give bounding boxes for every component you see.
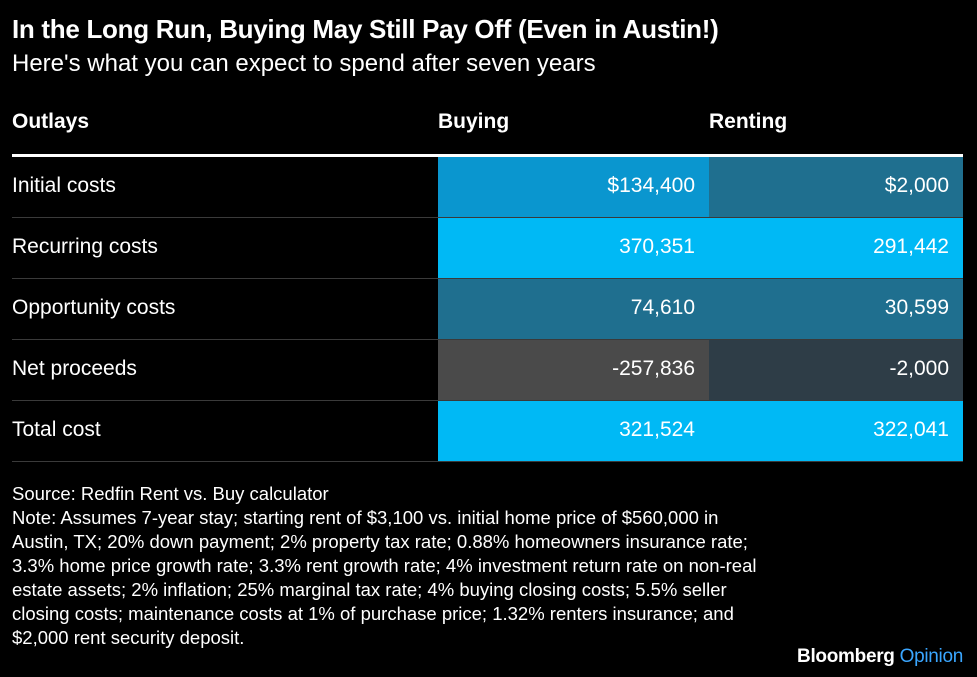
chart-footer: Source: Redfin Rent vs. Buy calculator N… (12, 482, 772, 650)
row-label: Recurring costs (12, 235, 158, 258)
row-label: Net proceeds (12, 357, 137, 380)
column-header-outlays: Outlays (12, 110, 90, 133)
renting-cell: 30,599 (709, 279, 963, 339)
buying-cell: 370,351 (438, 218, 709, 278)
row-label: Total cost (12, 418, 101, 441)
chart-title: In the Long Run, Buying May Still Pay Of… (12, 14, 719, 44)
table-row: Total cost 321,524 322,041 (12, 401, 963, 462)
table-row: Net proceeds -257,836 -2,000 (12, 340, 963, 401)
table-row: Initial costs $134,400 $2,000 (12, 157, 963, 218)
source-note: Source: Redfin Rent vs. Buy calculator (12, 483, 329, 504)
table-header: Outlays Buying Renting (12, 110, 963, 140)
row-label: Initial costs (12, 174, 116, 197)
brand-section: Opinion (899, 646, 964, 667)
header-divider (12, 154, 963, 157)
renting-cell: 291,442 (709, 218, 963, 278)
renting-cell: 322,041 (709, 401, 963, 461)
buying-cell: -257,836 (438, 340, 709, 400)
renting-cell: -2,000 (709, 340, 963, 400)
buying-cell: 321,524 (438, 401, 709, 461)
assumptions-note: Note: Assumes 7-year stay; starting rent… (12, 507, 757, 648)
brand-name: Bloomberg (797, 646, 895, 667)
table-row: Recurring costs 370,351 291,442 (12, 218, 963, 279)
chart-subtitle: Here's what you can expect to spend afte… (12, 50, 596, 77)
row-label: Opportunity costs (12, 296, 176, 319)
table-row: Opportunity costs 74,610 30,599 (12, 279, 963, 340)
renting-cell: $2,000 (709, 157, 963, 217)
column-header-buying: Buying (438, 110, 510, 133)
cost-table: Initial costs $134,400 $2,000 Recurring … (12, 157, 963, 462)
buying-cell: 74,610 (438, 279, 709, 339)
brand-logo: Bloomberg Opinion (797, 646, 963, 668)
column-header-renting: Renting (709, 110, 788, 133)
buying-cell: $134,400 (438, 157, 709, 217)
